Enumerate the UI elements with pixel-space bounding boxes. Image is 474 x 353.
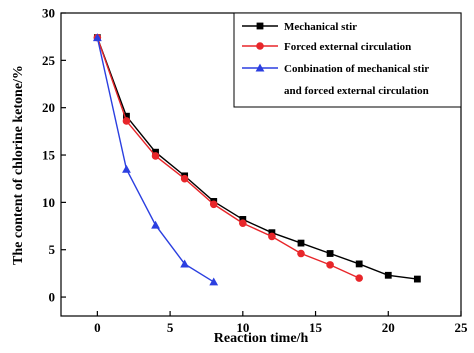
series-3	[92, 33, 219, 286]
data-point	[122, 117, 131, 125]
legend-label-series-1: Mechanical stir	[284, 21, 357, 33]
data-point	[92, 33, 102, 42]
data-point	[326, 250, 334, 257]
x-tick-label: 0	[94, 320, 101, 335]
x-tick-label: 10	[236, 320, 249, 335]
data-point	[326, 261, 334, 269]
legend-swatch-marker	[256, 42, 264, 50]
x-tick-label: 25	[455, 320, 469, 335]
legend-swatch-marker	[256, 22, 264, 30]
legend-box	[233, 12, 462, 108]
legend-items	[242, 22, 278, 72]
axis-ticks: 0 5 10 15 20 25 0 5 10 15 20 25 30	[42, 6, 468, 336]
series-line	[96, 37, 418, 280]
y-tick-label: 20	[42, 100, 55, 115]
legend-swatch-marker	[255, 63, 265, 72]
y-tick-label: 25	[42, 53, 56, 68]
data-point	[413, 275, 421, 283]
data-point	[122, 164, 131, 173]
y-tick-label: 15	[42, 148, 56, 163]
series-group	[92, 33, 421, 286]
data-point	[297, 249, 305, 258]
data-point	[239, 219, 247, 228]
legend-label-series-3-line2: and forced external circulation	[284, 85, 429, 97]
series-line	[96, 37, 360, 279]
data-point	[355, 274, 363, 282]
data-point	[384, 271, 392, 279]
data-point	[209, 277, 219, 286]
y-axis-title: The content of chlorine ketone/%	[11, 65, 26, 265]
data-point	[209, 200, 218, 209]
y-tick-label: 0	[49, 290, 56, 305]
x-tick-label: 15	[309, 320, 323, 335]
data-point	[180, 174, 189, 183]
x-tick-label: 20	[382, 320, 395, 335]
data-point	[180, 259, 190, 268]
data-point	[297, 239, 305, 247]
data-point	[355, 260, 363, 268]
y-tick-label: 10	[42, 195, 55, 210]
legend-label-series-3: Conbination of mechanical stir	[284, 63, 429, 75]
data-point	[268, 232, 276, 241]
legend: Mechanical stir Forced external circulat…	[233, 12, 462, 108]
data-point	[123, 112, 130, 120]
x-axis-title: Reaction time/h	[214, 331, 309, 346]
y-tick-label: 5	[49, 242, 56, 257]
data-point	[151, 220, 160, 229]
x-tick-label: 5	[167, 320, 174, 335]
data-point	[151, 152, 160, 160]
legend-label-series-2: Forced external circulation	[284, 41, 411, 53]
y-tick-label: 30	[42, 6, 55, 21]
